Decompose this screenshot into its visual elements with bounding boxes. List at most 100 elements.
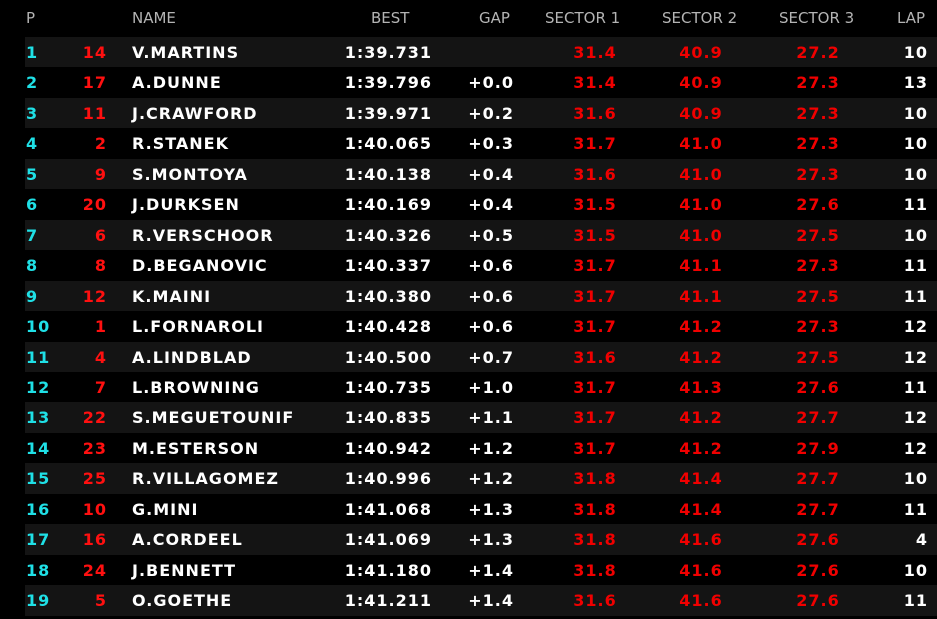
sector-3: 27.7 — [796, 499, 840, 519]
driver-name: J.DURKSEN — [132, 195, 240, 215]
lap-count: 11 — [903, 377, 928, 397]
lap-count: 10 — [903, 134, 928, 154]
car-number: 11 — [82, 103, 107, 123]
lap-count: 11 — [903, 286, 928, 306]
sector-3: 27.6 — [796, 195, 840, 215]
lap-count: 13 — [903, 73, 928, 93]
sector-3: 27.3 — [796, 134, 840, 154]
header-name: NAME — [132, 9, 176, 27]
sector-1: 31.7 — [573, 256, 617, 276]
position: 3 — [26, 103, 39, 123]
position: 14 — [26, 438, 51, 458]
driver-name: D.BEGANOVIC — [132, 256, 268, 276]
car-number: 6 — [94, 225, 107, 245]
gap: +1.4 — [468, 560, 514, 580]
sector-1: 31.8 — [573, 530, 617, 550]
gap: +0.6 — [468, 317, 514, 337]
car-number: 12 — [82, 286, 107, 306]
table-row: 6 20 J.DURKSEN 1:40.169 +0.4 31.5 41.0 27.6 11 — [25, 189, 937, 219]
gap: +1.2 — [468, 469, 514, 489]
gap: +1.3 — [468, 499, 514, 519]
position: 9 — [26, 286, 39, 306]
best-lap: 1:40.169 — [344, 195, 432, 215]
position: 6 — [26, 195, 39, 215]
header-gap: GAP — [479, 9, 510, 27]
driver-name: S.MONTOYA — [132, 164, 248, 184]
sector-2: 41.2 — [679, 317, 723, 337]
position: 4 — [26, 134, 39, 154]
driver-name: K.MAINI — [132, 286, 212, 306]
lap-count: 10 — [903, 225, 928, 245]
sector-3: 27.3 — [796, 256, 840, 276]
gap: +0.7 — [468, 347, 514, 367]
sector-2: 41.6 — [679, 591, 723, 611]
position: 10 — [26, 317, 51, 337]
table-row: 18 24 J.BENNETT 1:41.180 +1.4 31.8 41.6 27.6 10 — [25, 555, 937, 585]
gap: +1.4 — [468, 591, 514, 611]
lap-count: 12 — [903, 408, 928, 428]
gap: +1.0 — [468, 377, 514, 397]
best-lap: 1:40.500 — [344, 347, 432, 367]
position: 15 — [26, 469, 51, 489]
car-number: 20 — [82, 195, 107, 215]
driver-name: L.FORNAROLI — [132, 317, 264, 337]
sector-1: 31.6 — [573, 591, 617, 611]
sector-2: 40.9 — [679, 103, 723, 123]
table-header: P NAME BEST GAP SECTOR 1 SECTOR 2 SECTOR… — [0, 0, 937, 37]
sector-1: 31.8 — [573, 499, 617, 519]
car-number: 23 — [82, 438, 107, 458]
table-row: 19 5 O.GOETHE 1:41.211 +1.4 31.6 41.6 27.6 11 — [25, 585, 937, 616]
best-lap: 1:40.337 — [344, 256, 432, 276]
sector-1: 31.7 — [573, 286, 617, 306]
gap: +0.6 — [468, 256, 514, 276]
sector-3: 27.7 — [796, 469, 840, 489]
lap-count: 11 — [903, 591, 928, 611]
header-position: P — [26, 9, 36, 27]
best-lap: 1:40.835 — [344, 408, 432, 428]
sector-1: 31.6 — [573, 164, 617, 184]
best-lap: 1:39.971 — [344, 103, 432, 123]
car-number: 9 — [94, 164, 107, 184]
header-lap: LAP — [897, 9, 926, 27]
car-number: 24 — [82, 560, 107, 580]
position: 12 — [26, 377, 51, 397]
car-number: 25 — [82, 469, 107, 489]
table-row: 10 1 L.FORNAROLI 1:40.428 +0.6 31.7 41.2 27.3 12 — [25, 311, 937, 341]
sector-2: 41.0 — [679, 164, 723, 184]
table-row: 16 10 G.MINI 1:41.068 +1.3 31.8 41.4 27.7 11 — [25, 494, 937, 524]
car-number: 1 — [94, 317, 107, 337]
driver-name: M.ESTERSON — [132, 438, 260, 458]
car-number: 14 — [82, 43, 107, 62]
driver-name: S.MEGUETOUNIF — [132, 408, 295, 428]
sector-1: 31.5 — [573, 225, 617, 245]
sector-2: 41.0 — [679, 225, 723, 245]
header-sector-2: SECTOR 2 — [662, 9, 738, 27]
lap-count: 11 — [903, 256, 928, 276]
sector-2: 41.4 — [679, 499, 723, 519]
position: 1 — [26, 43, 39, 62]
sector-1: 31.7 — [573, 134, 617, 154]
table-row: 9 12 K.MAINI 1:40.380 +0.6 31.7 41.1 27.5 11 — [25, 280, 937, 312]
position: 19 — [26, 591, 51, 611]
lap-count: 12 — [903, 317, 928, 337]
sector-2: 41.2 — [679, 408, 723, 428]
sector-1: 31.6 — [573, 347, 617, 367]
car-number: 22 — [82, 408, 107, 428]
sector-2: 40.9 — [679, 73, 723, 93]
gap: +0.4 — [468, 164, 514, 184]
gap: +1.2 — [468, 438, 514, 458]
driver-name: L.BROWNING — [132, 377, 260, 397]
sector-1: 31.6 — [573, 103, 617, 123]
lap-count: 11 — [903, 499, 928, 519]
sector-3: 27.6 — [796, 591, 840, 611]
sector-3: 27.3 — [796, 103, 840, 123]
position: 2 — [26, 73, 39, 93]
sector-3: 27.5 — [796, 347, 840, 367]
position: 11 — [26, 347, 51, 367]
sector-2: 41.2 — [679, 347, 723, 367]
table-row: 12 7 L.BROWNING 1:40.735 +1.0 31.7 41.3 27.6 11 — [25, 372, 937, 402]
best-lap: 1:40.380 — [344, 286, 432, 306]
lap-count: 12 — [903, 347, 928, 367]
sector-3: 27.5 — [796, 225, 840, 245]
sector-2: 41.0 — [679, 195, 723, 215]
